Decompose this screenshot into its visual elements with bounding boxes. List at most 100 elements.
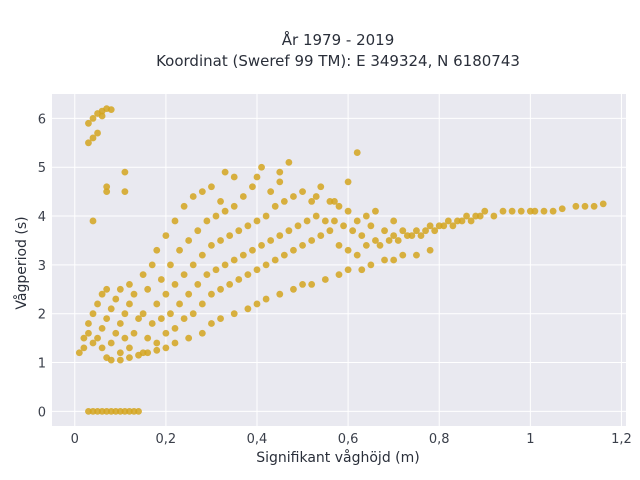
data-point (253, 217, 261, 225)
data-point (89, 339, 97, 347)
data-point (244, 222, 252, 230)
data-point (126, 300, 133, 308)
data-point (94, 129, 101, 137)
data-point (331, 198, 338, 205)
data-point (103, 188, 111, 196)
data-point (422, 227, 429, 235)
data-point (390, 217, 398, 225)
data-point (444, 217, 452, 225)
data-point (344, 207, 352, 215)
data-point (153, 300, 161, 308)
data-point (89, 217, 97, 225)
data-point (362, 241, 370, 249)
data-point (94, 300, 101, 308)
data-point (367, 222, 375, 230)
data-point (372, 207, 379, 215)
data-point (285, 227, 293, 235)
data-point (290, 193, 297, 200)
data-point (262, 261, 270, 269)
data-point (162, 290, 170, 298)
data-point (98, 112, 106, 120)
data-point (208, 183, 215, 191)
y-tick-label: 6 (38, 112, 46, 127)
data-point (89, 115, 97, 122)
data-point (253, 266, 261, 274)
data-point (148, 261, 156, 269)
data-point (217, 237, 224, 244)
x-tick-label: 0,4 (247, 432, 268, 447)
data-point (130, 290, 138, 298)
data-point (344, 266, 352, 274)
data-point (390, 256, 398, 264)
data-point (171, 217, 179, 225)
data-point (353, 251, 361, 259)
data-point (235, 227, 243, 235)
data-point (103, 183, 111, 191)
data-point (258, 163, 265, 171)
data-point (413, 251, 420, 259)
data-point (440, 222, 448, 230)
data-point (126, 281, 133, 288)
y-axis-label: Vågperiod (s) (13, 216, 30, 309)
data-point (103, 315, 111, 322)
data-point (85, 139, 92, 147)
data-point (340, 222, 347, 230)
data-point (294, 222, 302, 230)
data-point (185, 334, 193, 342)
y-tick-label: 1 (38, 357, 46, 372)
data-point (317, 232, 325, 239)
data-point (312, 193, 320, 200)
data-point (381, 227, 388, 235)
data-point (194, 281, 202, 288)
data-point (385, 237, 393, 244)
y-tick-label: 2 (38, 308, 46, 323)
data-point (299, 281, 306, 288)
data-point (208, 241, 215, 249)
data-point (153, 339, 161, 347)
data-point (189, 261, 197, 269)
data-point (135, 407, 142, 415)
data-point (185, 290, 193, 298)
data-point (217, 315, 224, 322)
data-point (481, 207, 489, 215)
data-point (167, 310, 174, 318)
data-point (253, 300, 261, 308)
data-point (85, 320, 92, 327)
data-point (271, 256, 279, 264)
data-point (276, 168, 284, 176)
data-point (362, 212, 370, 220)
data-point (344, 246, 352, 254)
data-point (107, 106, 115, 114)
data-point (126, 344, 133, 352)
chart-title: År 1979 - 2019 (282, 30, 395, 49)
data-point (262, 212, 270, 220)
data-point (162, 232, 170, 239)
data-point (98, 324, 106, 332)
data-point (376, 241, 384, 249)
data-point (572, 202, 580, 210)
data-point (249, 246, 256, 254)
data-point (349, 227, 357, 235)
data-point (230, 202, 238, 210)
data-point (326, 227, 334, 235)
x-tick-label: 0,6 (338, 432, 359, 447)
data-point (153, 346, 161, 354)
data-point (126, 354, 133, 362)
data-point (276, 290, 284, 298)
x-axis-label: Signifikant våghöjd (m) (256, 449, 419, 466)
data-point (107, 305, 115, 313)
data-point (276, 178, 284, 186)
data-point (85, 329, 92, 337)
data-point (116, 320, 124, 327)
data-point (290, 285, 297, 293)
data-point (116, 356, 124, 364)
data-point (198, 329, 206, 337)
data-point (449, 222, 457, 230)
data-point (198, 300, 206, 308)
data-point (98, 344, 106, 352)
y-tick-label: 0 (38, 405, 46, 420)
data-point (517, 207, 525, 215)
data-point (253, 173, 261, 181)
data-point (399, 251, 407, 259)
